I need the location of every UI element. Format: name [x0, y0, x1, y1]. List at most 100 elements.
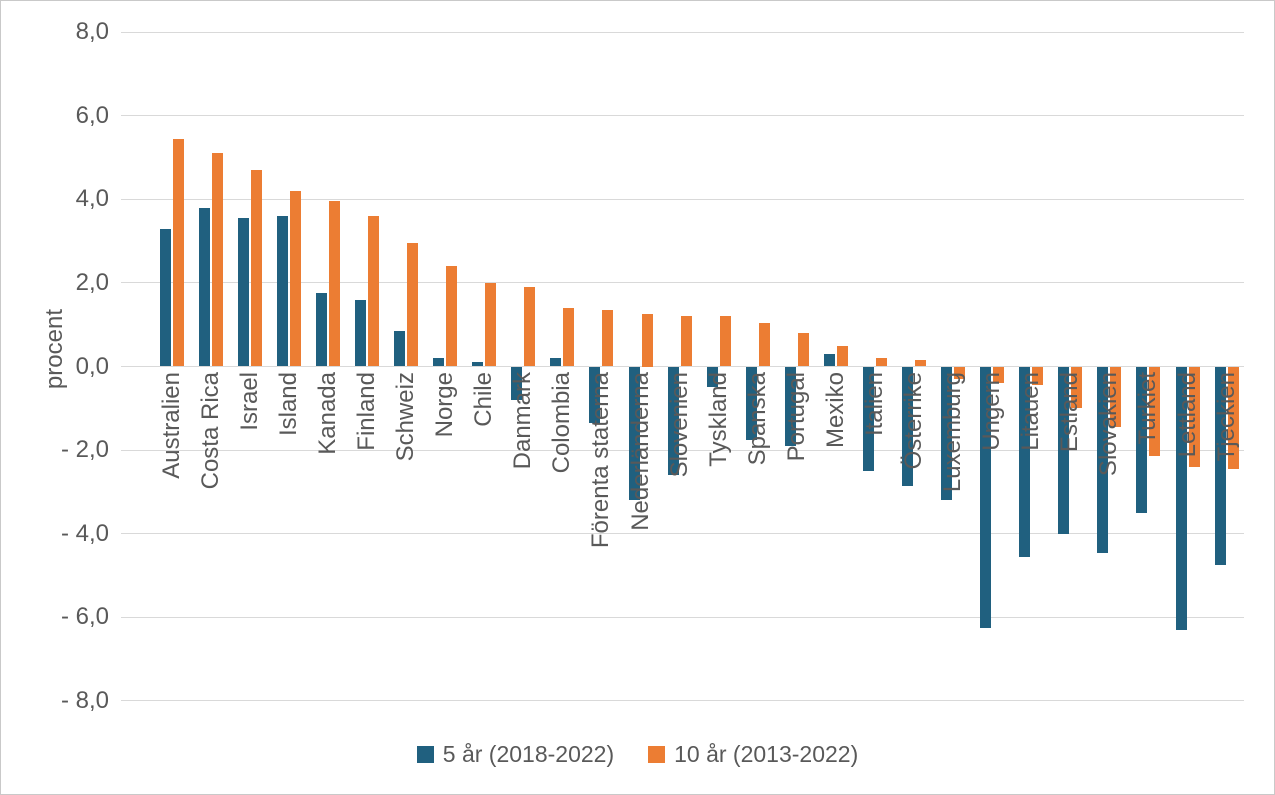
legend-swatch-10-years [648, 746, 666, 763]
bar-10ar [1227, 366, 1239, 469]
bar-10ar [797, 333, 809, 367]
bar-5ar [550, 358, 562, 367]
bar-10ar [563, 307, 575, 367]
bar-10ar [1188, 366, 1200, 467]
bar-5ar [706, 366, 718, 388]
bar-10ar [368, 216, 380, 367]
bar-5ar [472, 362, 484, 367]
bar-5ar [980, 366, 992, 628]
bar-5ar [1175, 366, 1187, 630]
bar-5ar [511, 366, 523, 400]
category-label: Schweiz [392, 372, 420, 462]
category-label: Lettland [1173, 372, 1201, 458]
bar-10ar [289, 190, 301, 367]
bar-5ar [1097, 366, 1109, 553]
bar-5ar [355, 299, 367, 367]
bar-10ar [915, 360, 927, 367]
gridline [121, 115, 1244, 117]
bar-5ar [394, 330, 406, 367]
y-tick-label: - 8,0 [60, 686, 109, 714]
category-label: Spanska [743, 372, 771, 466]
gridline [121, 366, 1244, 367]
bar-5ar [198, 207, 210, 367]
y-tick-label: 6,0 [75, 101, 109, 129]
category-label: Mexiko [821, 372, 849, 449]
bar-10ar [446, 266, 458, 367]
bar-10ar [1149, 366, 1161, 457]
bar-5ar [745, 366, 757, 440]
category-label: Norge [431, 372, 459, 438]
category-label: Israel [235, 372, 263, 431]
category-label: Chile [470, 372, 498, 427]
y-tick-label: - 6,0 [60, 603, 109, 631]
bar-5ar [1058, 366, 1070, 534]
legend-swatch-5-years [416, 746, 434, 763]
gridline [121, 198, 1244, 200]
bar-10ar [954, 366, 966, 380]
bar-10ar [993, 366, 1005, 384]
legend: 5 år (2018-2022) 10 år (2013-2022) [1, 741, 1274, 768]
bar-5ar [823, 353, 835, 367]
bar-10ar [758, 322, 770, 367]
category-label: Tyskland [704, 372, 732, 467]
category-label: Förenta staterna [587, 372, 615, 549]
legend-item-10-years: 10 år (2013-2022) [648, 741, 858, 768]
bar-5ar [237, 218, 249, 367]
bar-5ar [628, 366, 640, 501]
category-label: Costa Rica [196, 372, 224, 490]
category-label: Finland [353, 372, 381, 451]
y-tick-label: 0,0 [75, 352, 109, 380]
bar-10ar [680, 316, 692, 367]
category-label: Slovenien [665, 372, 693, 478]
bar-5ar [1019, 366, 1031, 557]
y-tick-label: 8,0 [75, 18, 109, 46]
category-label: Australien [157, 372, 185, 479]
bar-5ar [276, 216, 288, 367]
gridline [121, 31, 1244, 33]
bar-10ar [172, 138, 184, 367]
gridline [121, 616, 1244, 618]
y-tick-label: 2,0 [75, 268, 109, 296]
bar-5ar [159, 228, 171, 367]
category-label: Colombia [548, 372, 576, 474]
bar-5ar [902, 366, 914, 486]
bar-10ar [211, 153, 223, 367]
legend-item-5-years: 5 år (2018-2022) [416, 741, 615, 768]
bar-5ar [589, 366, 601, 423]
bar-10ar [1110, 366, 1122, 428]
category-label: Österrike [900, 372, 928, 470]
bar-5ar [941, 366, 953, 501]
legend-label-10-years: 10 år (2013-2022) [674, 741, 859, 767]
gridline [121, 282, 1244, 284]
bar-5ar [1214, 366, 1226, 566]
bar-10ar [602, 310, 614, 367]
bar-10ar [719, 316, 731, 367]
bar-10ar [1071, 366, 1083, 409]
category-label: Portugal [782, 372, 810, 462]
category-label: Ungern [978, 372, 1006, 451]
category-label: Nederländerna [626, 372, 654, 531]
bar-10ar [1032, 366, 1044, 386]
category-label: Kanada [313, 372, 341, 455]
category-label: Tjeckien [1212, 372, 1240, 462]
bar-5ar [1136, 366, 1148, 513]
y-tick-label: 4,0 [75, 185, 109, 213]
legend-label-5-years: 5 år (2018-2022) [442, 741, 615, 767]
bar-5ar [667, 366, 679, 476]
y-tick-label: - 4,0 [60, 519, 109, 547]
category-label: Litauen [1017, 372, 1045, 451]
bar-10ar [524, 287, 536, 367]
category-label: Estland [1056, 372, 1084, 453]
category-label: Luxemburg [939, 372, 967, 493]
bar-10ar [407, 243, 419, 367]
bar-10ar [328, 201, 340, 367]
category-label: Slovakien [1095, 372, 1123, 477]
gridline [121, 533, 1244, 535]
bar-10ar [836, 345, 848, 367]
bar-5ar [862, 366, 874, 471]
bar-10ar [485, 282, 497, 367]
gridline [121, 449, 1244, 451]
bar-10ar [875, 358, 887, 367]
category-label: Danmark [509, 372, 537, 470]
